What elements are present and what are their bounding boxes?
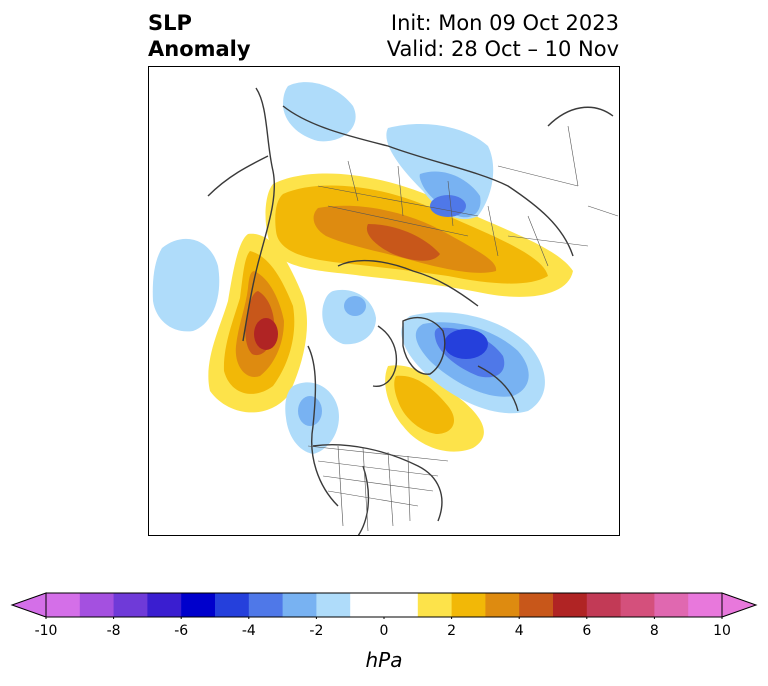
colorbar-tick-label: 0	[379, 623, 389, 639]
map-title: SLP Anomaly	[148, 10, 251, 62]
colorbar-tick-label: -2	[309, 623, 324, 639]
colorbar-extend-right	[721, 592, 758, 618]
colorbar-segment	[519, 593, 554, 617]
colorbar-segment	[248, 593, 284, 617]
colorbar-tick-label: -4	[241, 623, 256, 639]
colorbar: -10 -8 -6 -4 -2 0 2 4 6 8 10	[0, 585, 768, 645]
colorbar-tick-label: 4	[514, 623, 524, 639]
colorbar-segment	[46, 593, 81, 617]
positive-anomaly-eastern-canada	[385, 365, 484, 452]
colorbar-segment	[620, 593, 655, 617]
colorbar-segment	[417, 593, 453, 617]
colorbar-tick-label: -8	[106, 623, 121, 639]
colorbar-tick-label: -6	[174, 623, 189, 639]
negative-anomaly-west-north-america	[285, 382, 339, 454]
colorbar-tick-label: 10	[713, 623, 731, 639]
colorbar-segment	[113, 593, 148, 617]
negative-anomaly-greenland	[401, 312, 545, 414]
colorbar-segment	[654, 593, 689, 617]
colorbar-segment	[553, 593, 588, 617]
colorbar-segment	[282, 593, 317, 617]
negative-anomaly-west-pacific	[152, 238, 220, 332]
title-line-2: Anomaly	[148, 37, 251, 61]
colorbar-extend-left	[10, 592, 47, 618]
colorbar-segment	[215, 593, 250, 617]
colorbar-tick-label: -10	[34, 623, 58, 639]
colorbar-segment	[350, 593, 385, 617]
map-frame	[148, 66, 620, 536]
colorbar-svg	[10, 592, 758, 621]
negative-anomaly-arctic	[322, 289, 376, 345]
date-info: Init: Mon 09 Oct 2023 Valid: 28 Oct – 10…	[387, 10, 619, 62]
colorbar-segment	[451, 593, 486, 617]
colorbar-segment	[586, 593, 622, 617]
colorbar-segment	[181, 593, 216, 617]
negative-anomaly-scandinavia	[283, 82, 356, 142]
colorbar-segment	[384, 593, 419, 617]
init-date: Init: Mon 09 Oct 2023	[390, 11, 619, 35]
title-line-1: SLP	[148, 11, 192, 35]
valid-period: Valid: 28 Oct – 10 Nov	[386, 37, 619, 61]
negative-anomaly-central-asia	[386, 124, 494, 220]
colorbar-segment	[147, 593, 182, 617]
positive-anomaly-north-pacific	[208, 233, 308, 413]
positive-anomaly-eurasia	[265, 173, 573, 297]
colorbar-unit: hPa	[365, 648, 403, 672]
colorbar-segment	[485, 593, 520, 617]
colorbar-segment	[79, 593, 115, 617]
colorbar-tick-label: 2	[447, 623, 457, 639]
map-svg	[148, 66, 620, 536]
coastlines	[207, 87, 614, 536]
colorbar-segment	[316, 593, 351, 617]
political-boundaries	[307, 125, 619, 532]
colorbar-segment	[688, 593, 723, 617]
slp-anomaly-map	[148, 66, 620, 536]
colorbar-tick-label: 6	[582, 623, 592, 639]
colorbar-tick-label: 8	[649, 623, 659, 639]
